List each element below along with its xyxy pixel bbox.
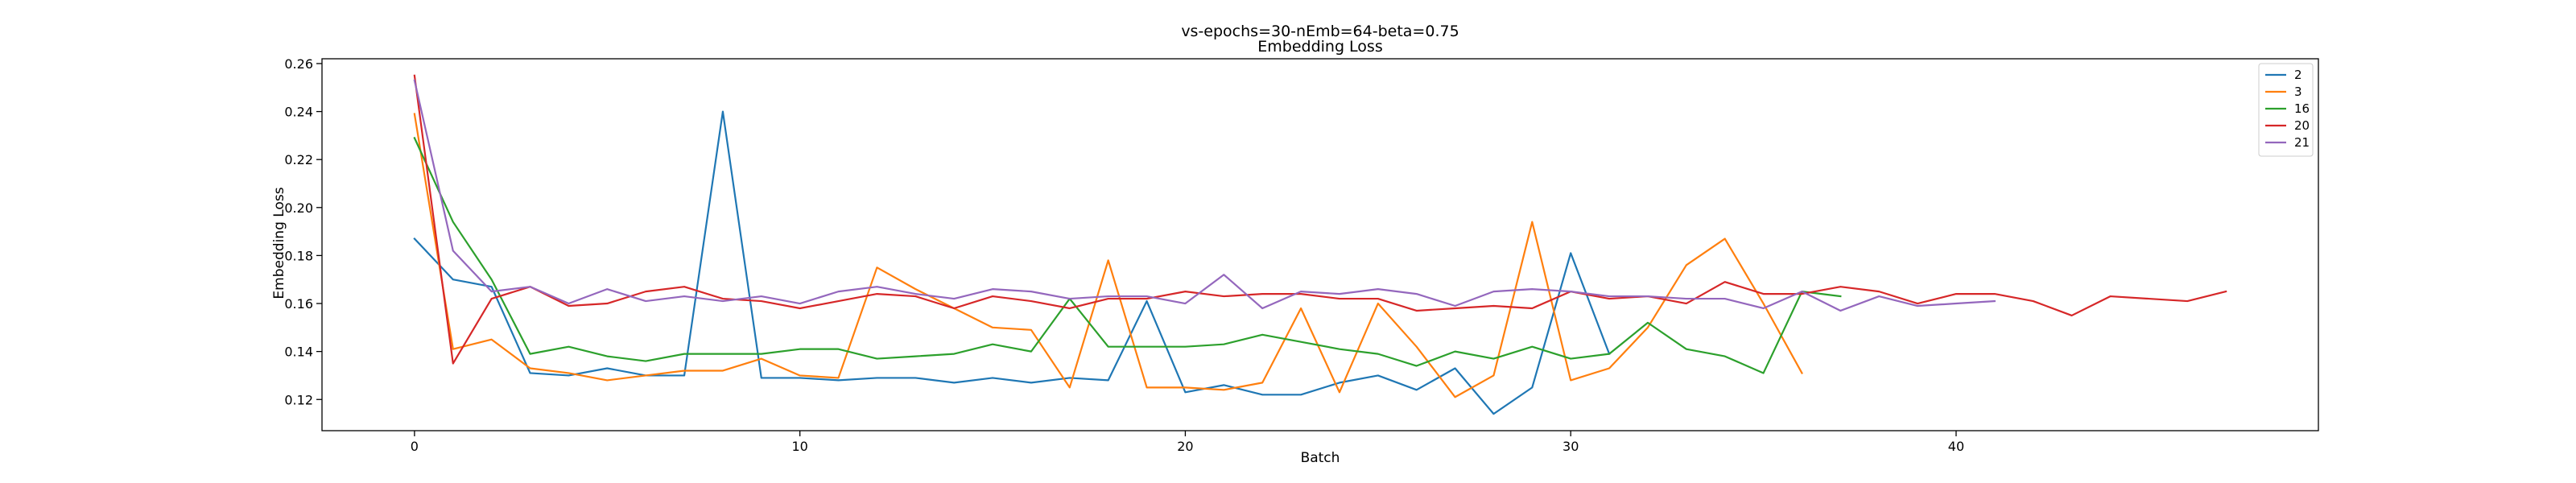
axes: 0 10 20 30 40 0.12 0.14 0.16 0.18 0.20 0.22 0.24 0.2… [284,56,2319,454]
legend-label-21: 21 [2294,135,2310,150]
legend-label-16: 16 [2294,101,2310,116]
legend-label-2: 2 [2294,68,2302,82]
chart-title: vs-epochs=30-nEmb=64-beta=0.75 [1181,23,1459,40]
y-axis-label: Embedding Loss [271,187,287,299]
y-tick-label: 0.26 [284,56,313,72]
y-tick-label: 0.16 [284,296,313,312]
legend-label-20: 20 [2294,118,2310,133]
y-tick-label: 0.24 [284,105,313,120]
x-tick-label: 10 [791,439,807,454]
x-tick-label: 40 [1948,439,1964,454]
legend: 2 3 16 20 21 [2258,63,2314,157]
series-line-2 [413,110,1611,415]
legend-box [2258,63,2314,157]
y-tick-label: 0.22 [284,152,313,167]
axes-frame [321,58,2319,431]
series-line-3 [413,113,1803,398]
series-line-20 [413,74,2227,365]
x-tick-label: 30 [1563,439,1579,454]
series-line-21 [413,79,1996,312]
y-tick-label: 0.18 [284,248,313,263]
series-line-16 [413,136,1842,374]
legend-label-3: 3 [2294,85,2302,99]
x-axis-label: Batch [1301,450,1340,466]
y-tick-label: 0.20 [284,200,313,216]
x-tick-label: 0 [411,439,419,454]
plot-area [413,74,2227,415]
chart-subtitle: Embedding Loss [1257,38,1382,56]
y-tick-label: 0.12 [284,392,313,407]
x-tick-label: 20 [1177,439,1193,454]
y-tick-label: 0.14 [284,345,313,360]
